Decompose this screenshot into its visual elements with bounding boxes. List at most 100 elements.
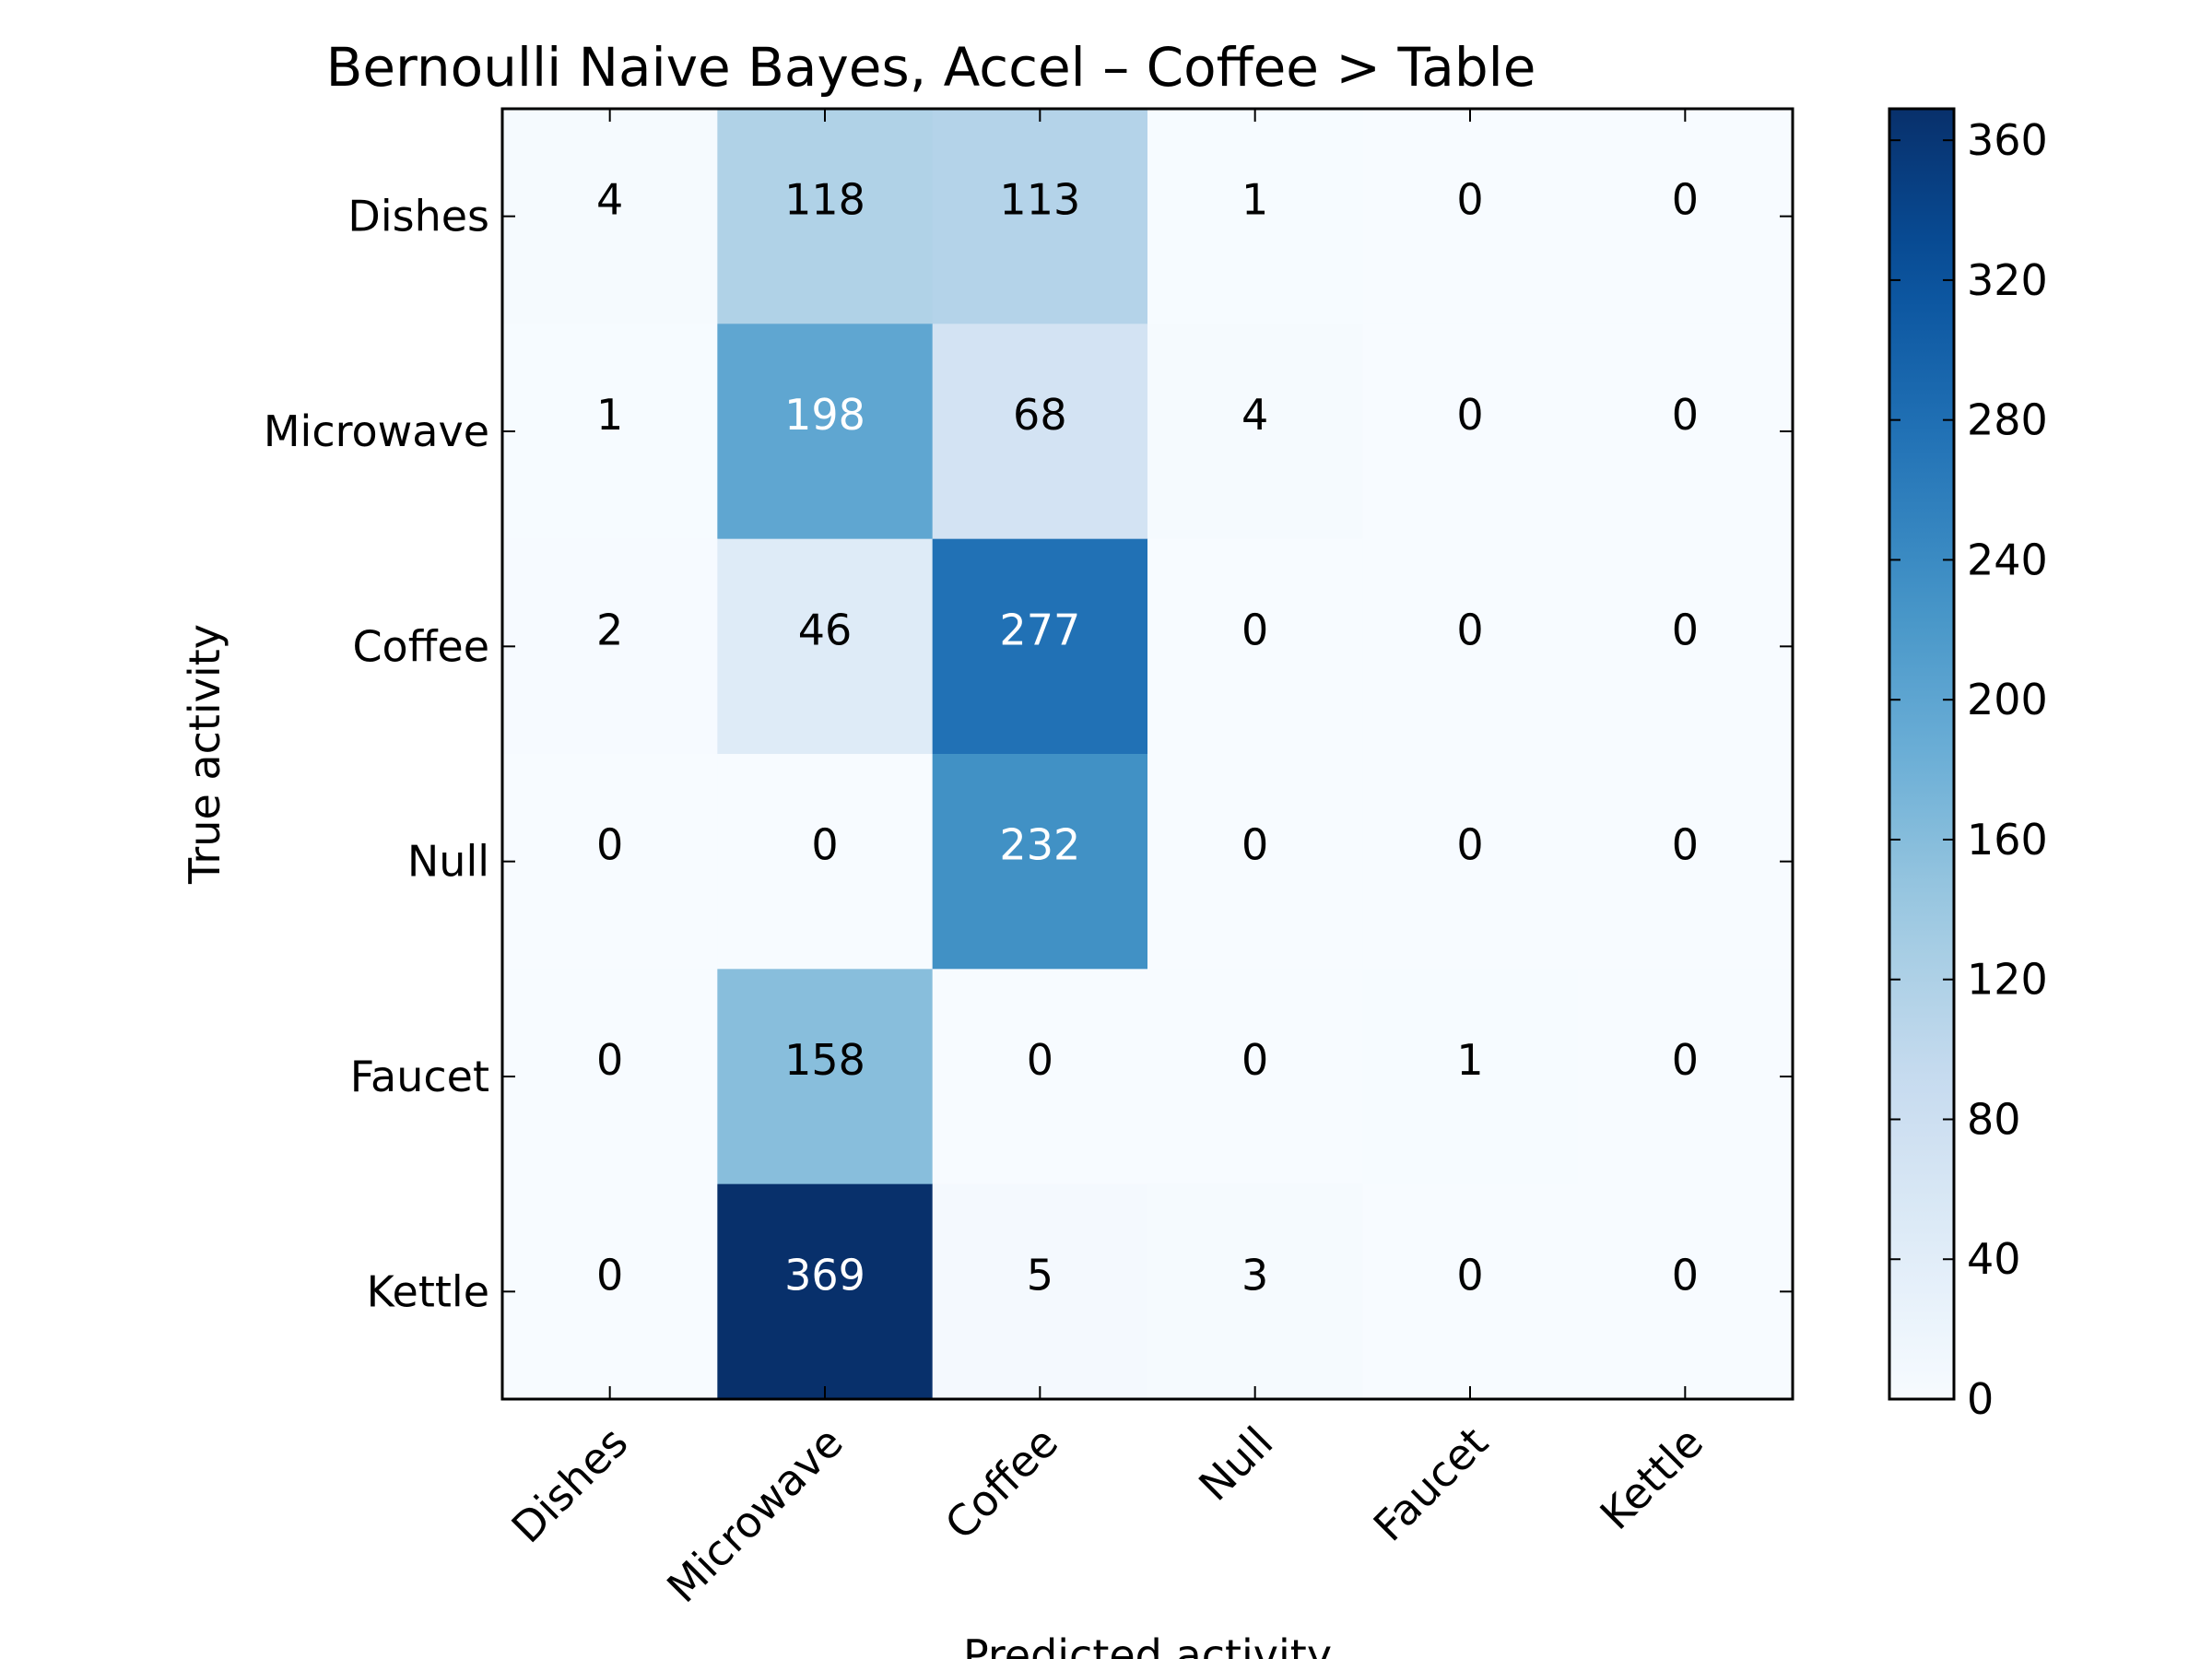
colorbar-ticks: 0 40 80 120 160 200 240 280 320 360 (1889, 115, 2048, 1424)
cell-value: 0 (1456, 1250, 1483, 1300)
x-axis-label: Predicted activity (963, 1630, 1332, 1659)
heatmap-cell (502, 969, 718, 1185)
y-tick-label: Kettle (367, 1266, 489, 1316)
cell-value: 0 (1672, 605, 1699, 654)
cell-value: 232 (999, 820, 1080, 870)
heatmap-cell (1147, 754, 1363, 970)
heatmap-cell (717, 754, 934, 970)
colorbar-tick-label: 360 (1967, 115, 2048, 165)
cell-value: 1 (1456, 1035, 1483, 1085)
heatmap-cell (932, 754, 1148, 970)
cell-value: 0 (1456, 175, 1483, 225)
cell-value: 4 (1241, 390, 1268, 440)
colorbar-tick-label: 80 (1967, 1094, 2021, 1144)
heatmap-cell (932, 969, 1148, 1185)
colorbar-tick-label: 120 (1967, 955, 2048, 1005)
x-tick-label: Faucet (1364, 1418, 1498, 1551)
heatmap-cell (1147, 538, 1363, 755)
heatmap-cell (932, 109, 1148, 324)
heatmap-cell (1362, 1183, 1579, 1400)
colorbar-tick-label: 200 (1967, 675, 2048, 724)
y-tick-label: Microwave (264, 406, 489, 456)
heatmap-cell (1362, 969, 1579, 1185)
colorbar-tick-label: 0 (1967, 1374, 1994, 1424)
cell-value: 0 (1241, 1035, 1268, 1085)
cell-value: 0 (1456, 605, 1483, 654)
cell-value: 3 (1241, 1250, 1268, 1300)
x-tick-label: Kettle (1591, 1418, 1712, 1539)
cell-value: 369 (784, 1250, 865, 1300)
cell-value: 0 (1672, 1250, 1699, 1300)
colorbar-tick-label: 320 (1967, 255, 2048, 305)
heatmap-cell (1577, 538, 1794, 755)
heatmap-cell (1577, 969, 1794, 1185)
colorbar-tick-label: 280 (1967, 395, 2048, 445)
colorbar-tick-label: 240 (1967, 535, 2048, 584)
axis-ticks (502, 109, 1793, 1399)
cell-value: 4 (596, 175, 623, 225)
cell-value: 0 (596, 820, 623, 870)
cell-value: 1 (596, 390, 623, 440)
heatmap-cell (717, 538, 934, 755)
heatmap-cell (502, 324, 718, 540)
cell-value: 158 (784, 1035, 865, 1085)
heatmap-cell (1147, 1183, 1363, 1400)
x-tick-label: Microwave (657, 1418, 853, 1613)
colorbar (1888, 107, 1956, 1401)
heatmap-cell (1362, 754, 1579, 970)
cell-value: 0 (811, 820, 838, 870)
cell-value: 0 (1241, 820, 1268, 870)
heatmap-cell (1147, 969, 1363, 1185)
heatmap-cell (1147, 109, 1363, 324)
x-tick-label: Coffee (935, 1418, 1067, 1549)
chart-title: Bernoulli Naive Bayes, Accel – Coffee > … (326, 36, 1536, 99)
cell-value: 0 (1672, 1035, 1699, 1085)
heatmap-cell (502, 1183, 718, 1400)
cell-value: 68 (1013, 390, 1067, 440)
heatmap-cell (932, 1183, 1148, 1400)
cell-value: 0 (1027, 1035, 1053, 1085)
cell-value: 0 (1672, 820, 1699, 870)
heatmap-cell (1577, 109, 1794, 324)
cell-value: 0 (1672, 390, 1699, 440)
heatmap-cell (717, 324, 934, 540)
cell-value: 2 (596, 605, 623, 654)
heatmap-cell (1362, 109, 1579, 324)
heatmap-cell (717, 969, 934, 1185)
cell-value: 5 (1027, 1250, 1053, 1300)
cell-value: 1 (1241, 175, 1268, 225)
colorbar-tick-label: 40 (1967, 1234, 2021, 1284)
x-tick-labels: Dishes Microwave Coffee Null Faucet Kettle (502, 1418, 1712, 1613)
heatmap-cell (1577, 324, 1794, 540)
cell-value: 0 (1456, 390, 1483, 440)
y-tick-label: Faucet (350, 1052, 489, 1101)
heatmap-cell (932, 538, 1148, 755)
cell-value: 118 (784, 175, 865, 225)
cell-value: 0 (596, 1250, 623, 1300)
y-axis-label: True activity (180, 624, 229, 885)
cell-value: 46 (798, 605, 853, 654)
heatmap-cell (1577, 1183, 1794, 1400)
heatmap-cell (717, 109, 934, 324)
cell-value: 198 (784, 390, 865, 440)
x-tick-label: Null (1189, 1418, 1282, 1511)
y-tick-label: Null (407, 837, 489, 887)
heatmap-cell (1362, 324, 1579, 540)
heatmap-cells (502, 109, 1794, 1400)
heatmap-cell (502, 754, 718, 970)
y-tick-label: Coffee (352, 621, 489, 671)
cell-value: 0 (596, 1035, 623, 1085)
cell-value-labels: 4 118 113 1 0 0 1 198 68 4 0 0 2 46 277 0 0 0 0 0 232 0 0 0 0 158… (596, 175, 1699, 1300)
heatmap-cell (502, 109, 718, 324)
heatmap-cell (932, 324, 1148, 540)
heatmap-cell (502, 538, 718, 755)
y-tick-labels: Dishes Microwave Coffee Null Faucet Kettle (264, 192, 489, 1317)
heatmap-cell (717, 1183, 934, 1400)
cell-value: 0 (1456, 820, 1483, 870)
cell-value: 277 (999, 605, 1080, 654)
x-tick-label: Dishes (502, 1418, 638, 1553)
cell-value: 113 (999, 175, 1080, 225)
heatmap-cell (1577, 754, 1794, 970)
heatmap-cell (1147, 324, 1363, 540)
colorbar-tick-label: 160 (1967, 815, 2048, 865)
